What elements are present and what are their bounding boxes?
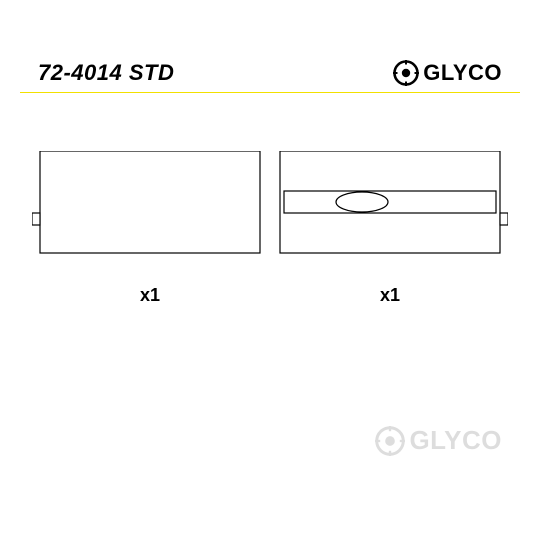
shape-left-svg — [32, 151, 268, 255]
header: 72-4014 STD GLYCO — [20, 60, 520, 92]
watermark: GLYCO — [375, 425, 502, 456]
diagram-right: x1 — [272, 151, 508, 306]
shape-left — [32, 151, 268, 255]
page: 72-4014 STD GLYCO x1 x1 — [20, 60, 520, 460]
watermark-icon — [375, 426, 405, 456]
watermark-text: GLYCO — [409, 425, 502, 456]
shape-right-svg — [272, 151, 508, 255]
brand-logo: GLYCO — [393, 60, 502, 86]
diagram-row: x1 x1 — [20, 151, 520, 306]
shape-right — [272, 151, 508, 255]
qty-left: x1 — [140, 285, 160, 306]
part-number: 72-4014 STD — [38, 60, 174, 86]
qty-right: x1 — [380, 285, 400, 306]
brand-icon — [393, 60, 419, 86]
brand-text: GLYCO — [423, 60, 502, 86]
diagram-left: x1 — [32, 151, 268, 306]
divider-line — [20, 92, 520, 93]
